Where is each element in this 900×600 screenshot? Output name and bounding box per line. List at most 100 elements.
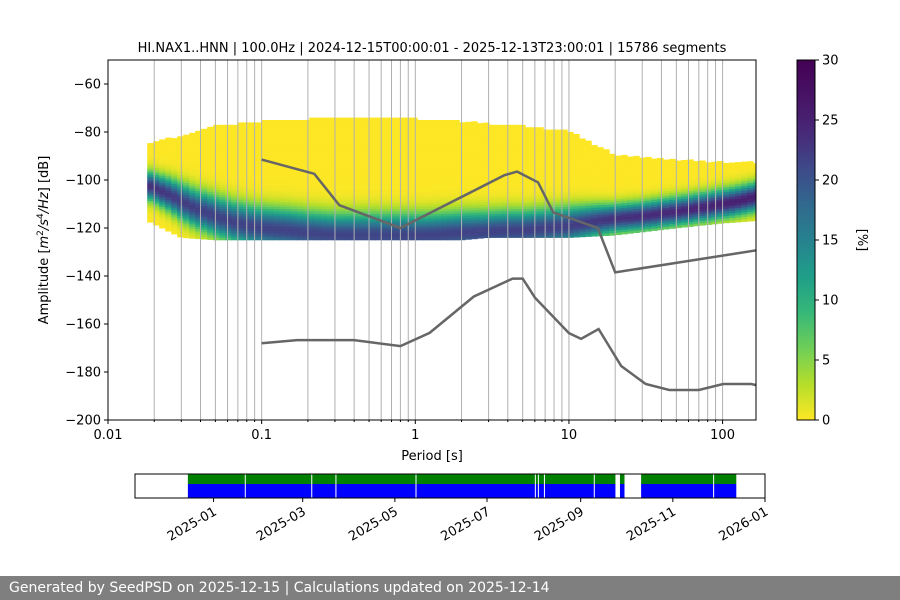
heatmap-cell bbox=[393, 208, 400, 212]
heatmap-cell bbox=[309, 216, 316, 219]
heatmap-cell bbox=[159, 213, 166, 217]
heatmap-cell bbox=[423, 192, 430, 195]
heatmap-cell bbox=[279, 204, 286, 207]
heatmap-cell bbox=[387, 237, 394, 241]
heatmap-cell bbox=[225, 225, 232, 229]
heatmap-cell bbox=[591, 164, 598, 167]
heatmap-cell bbox=[393, 158, 400, 162]
heatmap-cell bbox=[267, 163, 274, 166]
heatmap-cell bbox=[453, 151, 460, 154]
heatmap-cell bbox=[489, 136, 496, 140]
heatmap-cell bbox=[459, 172, 466, 176]
heatmap-cell bbox=[327, 141, 334, 145]
heatmap-cell bbox=[447, 151, 454, 154]
heatmap-cell bbox=[483, 137, 490, 140]
heatmap-cell bbox=[147, 157, 154, 161]
heatmap-cell bbox=[693, 194, 700, 198]
heatmap-cell bbox=[267, 201, 274, 205]
heatmap-cell bbox=[525, 146, 532, 150]
heatmap-cell bbox=[465, 124, 472, 127]
heatmap-cell bbox=[495, 204, 502, 207]
heatmap-cell bbox=[249, 163, 256, 166]
heatmap-cell bbox=[489, 216, 496, 219]
heatmap-cell bbox=[237, 208, 244, 212]
heatmap-cell bbox=[231, 237, 238, 241]
heatmap-cell bbox=[507, 184, 514, 188]
heatmap-cell bbox=[249, 129, 256, 133]
heatmap-cell bbox=[369, 122, 376, 126]
heatmap-cell bbox=[213, 129, 220, 133]
heatmap-cell bbox=[237, 194, 244, 198]
heatmap-cell bbox=[225, 237, 232, 241]
heatmap-cell bbox=[381, 196, 388, 200]
heatmap-cell bbox=[627, 209, 634, 213]
heatmap-cell bbox=[321, 230, 328, 234]
heatmap-cell bbox=[219, 206, 226, 210]
heatmap-cell bbox=[309, 228, 316, 231]
heatmap-cell bbox=[291, 204, 298, 207]
heatmap-cell bbox=[363, 189, 370, 193]
heatmap-cell bbox=[513, 225, 520, 229]
heatmap-cell bbox=[177, 222, 184, 226]
heatmap-cell bbox=[435, 189, 442, 193]
heatmap-cell bbox=[423, 201, 430, 205]
heatmap-cell bbox=[723, 191, 730, 195]
heatmap-cell bbox=[453, 230, 460, 234]
heatmap-cell bbox=[429, 127, 436, 130]
heatmap-cell bbox=[165, 144, 172, 148]
heatmap-cell bbox=[453, 134, 460, 138]
heatmap-cell bbox=[603, 216, 610, 220]
heatmap-cell bbox=[321, 136, 328, 140]
heatmap-cell bbox=[309, 208, 316, 212]
heatmap-cell bbox=[645, 192, 652, 196]
heatmap-cell bbox=[459, 122, 466, 125]
heatmap-cell bbox=[609, 189, 616, 193]
heatmap-cell bbox=[291, 196, 298, 200]
heatmap-cell bbox=[255, 158, 262, 162]
heatmap-cell bbox=[267, 189, 274, 193]
heatmap-cell bbox=[315, 232, 322, 236]
y-tick-label: −80 bbox=[74, 126, 101, 141]
heatmap-cell bbox=[153, 206, 160, 209]
heatmap-cell bbox=[315, 180, 322, 183]
heatmap-cell bbox=[513, 156, 520, 159]
heatmap-cell bbox=[489, 132, 496, 135]
heatmap-cell bbox=[525, 141, 532, 145]
heatmap-cell bbox=[525, 194, 532, 198]
heatmap-cell bbox=[537, 235, 544, 238]
heatmap-cell bbox=[231, 225, 238, 229]
heatmap-cell bbox=[453, 175, 460, 178]
heatmap-cell bbox=[411, 117, 418, 121]
heatmap-cell bbox=[645, 161, 652, 165]
heatmap-cell bbox=[651, 173, 658, 176]
heatmap-cell bbox=[195, 186, 202, 189]
heatmap-cell bbox=[171, 222, 178, 225]
heatmap-cell bbox=[483, 228, 490, 231]
heatmap-cell bbox=[441, 199, 448, 202]
heatmap-cell bbox=[513, 124, 520, 128]
heatmap-cell bbox=[585, 191, 592, 194]
heatmap-cell bbox=[567, 172, 574, 176]
heatmap-cell bbox=[501, 218, 508, 222]
heatmap-cell bbox=[339, 134, 346, 138]
heatmap-cell bbox=[579, 179, 586, 182]
heatmap-cell bbox=[603, 161, 610, 164]
heatmap-cell bbox=[429, 163, 436, 166]
heatmap-cell bbox=[693, 206, 700, 210]
heatmap-cell bbox=[363, 144, 370, 147]
heatmap-cell bbox=[231, 156, 238, 159]
heatmap-cell bbox=[255, 180, 262, 183]
heatmap-cell bbox=[171, 193, 178, 196]
heatmap-cell bbox=[159, 185, 166, 188]
heatmap-cell bbox=[207, 227, 214, 231]
heatmap-cell bbox=[195, 178, 202, 182]
y-axis-label: Amplitude [m2/s4/Hz] [dB] bbox=[36, 156, 52, 325]
heatmap-cell bbox=[597, 149, 604, 153]
heatmap-cell bbox=[159, 141, 166, 145]
heatmap-cell bbox=[291, 139, 298, 142]
heatmap-cell bbox=[279, 120, 286, 123]
heatmap-cell bbox=[279, 165, 286, 169]
heatmap-cell bbox=[579, 162, 586, 166]
heatmap-cell bbox=[525, 225, 532, 229]
heatmap-cell bbox=[309, 177, 316, 181]
